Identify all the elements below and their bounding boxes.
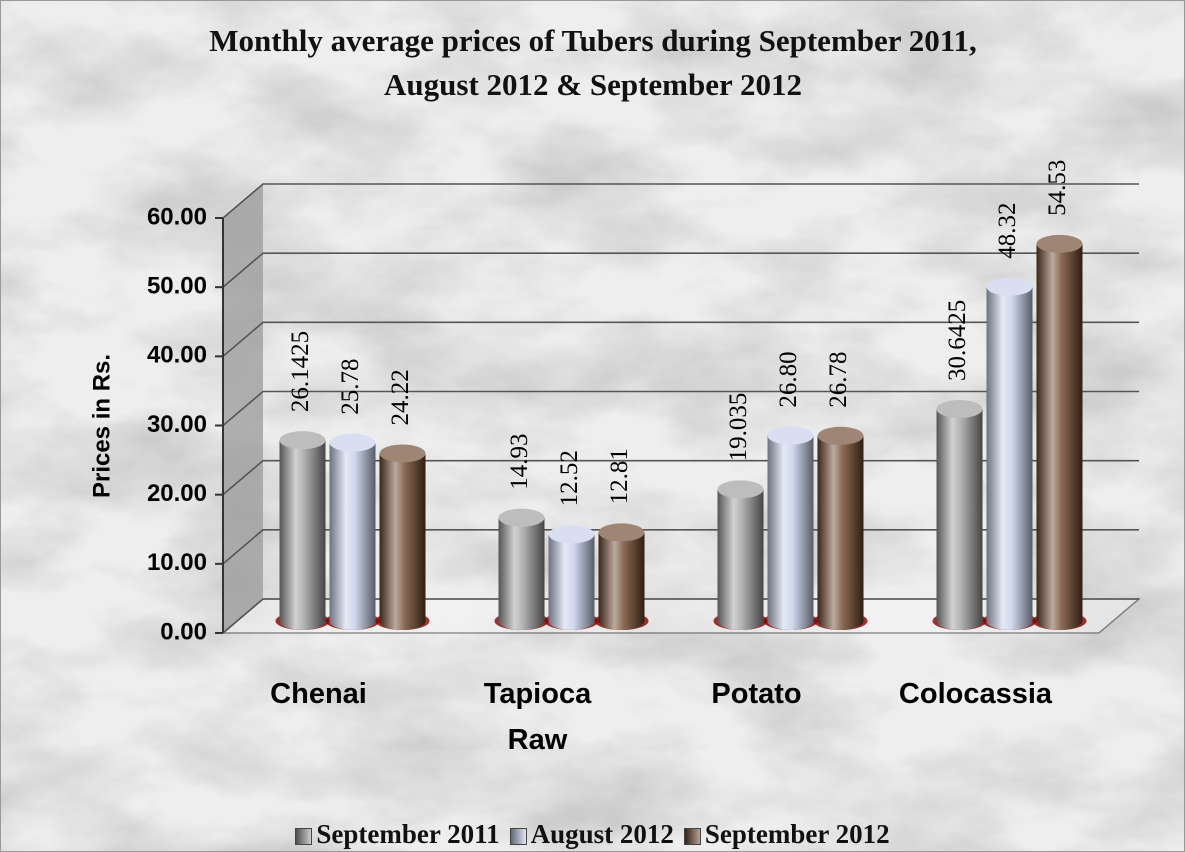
legend-label: September 2012: [704, 819, 890, 849]
bar: [986, 286, 1033, 621]
bar-bottom: [598, 612, 645, 630]
grid-line: [222, 390, 1139, 427]
bar-cap: [329, 433, 376, 452]
y-tick-label: 30.00: [147, 411, 207, 438]
value-label: 48.32: [994, 203, 1021, 259]
bar: [498, 517, 545, 621]
y-tick-label: 40.00: [147, 342, 207, 369]
bar-cap: [279, 431, 326, 450]
bar-cap: [767, 426, 814, 445]
bar-bottom: [1036, 612, 1083, 630]
bar: [767, 435, 814, 621]
bar: [329, 442, 376, 621]
value-label: 26.80: [775, 351, 802, 407]
y-axis-label: Prices in Rs.: [88, 354, 115, 498]
bar-bottom: [936, 612, 983, 630]
bar-bottom: [379, 612, 426, 630]
legend-label: August 2012: [530, 819, 674, 849]
bar-cap: [1036, 234, 1083, 253]
bar-bottom: [817, 612, 864, 630]
bar: [598, 532, 645, 621]
bar-bottom: [548, 612, 595, 630]
legend-item: August 2012: [509, 819, 674, 850]
x-tick-label: Tapioca Raw: [483, 678, 592, 756]
grid-line: [222, 252, 1139, 288]
bar-cap: [498, 508, 545, 527]
value-label: 25.78: [337, 358, 364, 414]
value-label: 14.93: [506, 433, 533, 489]
y-tick-label: 10.00: [147, 549, 207, 576]
bar-cap: [817, 426, 864, 445]
bar-bottom: [767, 612, 814, 630]
bar-bottom: [498, 612, 545, 630]
y-tick-label: 20.00: [147, 480, 207, 507]
bar-bottom: [329, 612, 376, 630]
legend-swatch: [683, 828, 701, 846]
legend-swatch: [295, 828, 313, 846]
bar: [717, 489, 764, 621]
legend-swatch: [509, 828, 527, 846]
bar-bottom: [717, 612, 764, 630]
legend-item: September 2011: [295, 819, 500, 850]
y-tick-label: 0.00: [160, 618, 207, 645]
bar-cap: [379, 444, 426, 463]
value-label: 30.6425: [944, 300, 971, 381]
grid-line: [222, 321, 1139, 357]
x-tick-label: Potato: [711, 678, 802, 710]
grid-line: [222, 183, 1139, 219]
bar-cap: [936, 400, 983, 419]
bar-cap: [598, 523, 645, 542]
bar: [379, 453, 426, 621]
value-label: 54.53: [1044, 160, 1071, 216]
value-label: 26.1425: [287, 331, 314, 412]
y-tick-label: 60.00: [147, 203, 207, 230]
y-tick-label: 50.00: [147, 273, 207, 300]
bar: [936, 409, 983, 621]
x-tick-label: Chenai: [270, 678, 367, 710]
bar-cap: [717, 480, 764, 499]
bar: [279, 440, 326, 621]
legend-label: September 2011: [316, 819, 500, 849]
chart-title: Monthly average prices of Tubers during …: [209, 23, 977, 102]
x-tick-label: Colocassia: [898, 678, 1053, 710]
legend: September 2011 August 2012 September 2012: [1, 819, 1184, 850]
bar-bottom: [279, 612, 326, 630]
value-label: 26.78: [825, 352, 852, 408]
bar: [548, 534, 595, 621]
bar: [1036, 243, 1083, 621]
legend-item: September 2012: [683, 819, 890, 850]
bar-bottom: [986, 612, 1033, 630]
bar: [817, 435, 864, 621]
value-label: 24.22: [387, 369, 414, 425]
value-label: 12.81: [606, 448, 633, 504]
bar-cap: [986, 277, 1033, 296]
value-label: 12.52: [556, 450, 583, 506]
bar-cap: [548, 525, 595, 544]
value-label: 19.035: [725, 393, 752, 462]
